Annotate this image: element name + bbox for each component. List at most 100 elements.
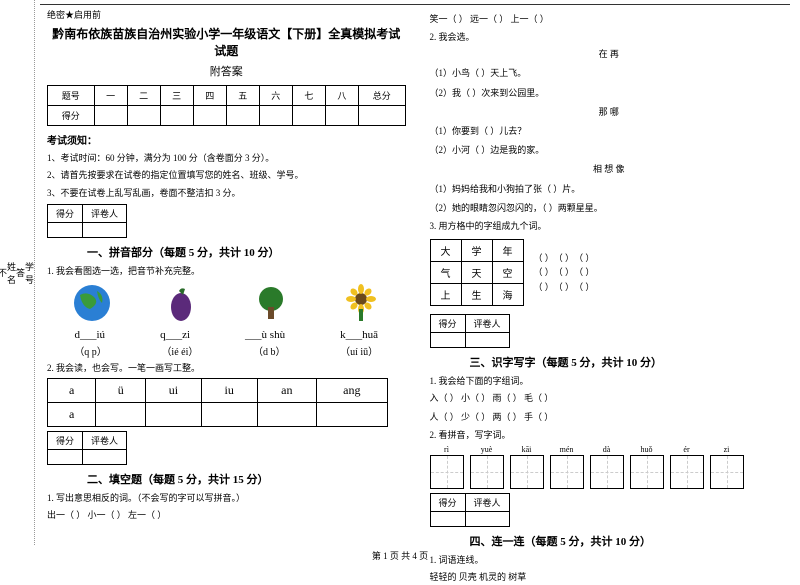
char-grid-row: 大学年 气天空 上生海 （ ） （ ） （ ） （ ） （ ） （ ） （ ） … [430,235,789,310]
score-header: 题号 [48,86,95,106]
pinyin-choice: （q p） [74,343,107,358]
sg-cell[interactable] [430,332,465,347]
pinyin-label: mén [550,445,584,454]
score-cell[interactable] [127,106,160,126]
score-grader-table: 得分评卷人 [47,204,127,238]
write-square[interactable] [470,455,504,489]
bracket: （ ） [558,282,569,292]
score-header: 三 [160,86,193,106]
section-1-title: 一、拼音部分（每题 5 分，共计 10 分） [87,244,406,260]
pinyin-choice: （ié éi） [161,343,198,358]
write-square[interactable] [710,455,744,489]
score-cell[interactable] [160,106,193,126]
pinyin-choice: （uí iū） [340,343,378,358]
sg-cell[interactable] [430,512,465,527]
sidebar-mark: 不 [0,266,7,279]
bracket: （ ） [534,267,550,277]
section-3-title: 三、识字写字（每题 5 分，共计 10 分） [470,354,789,370]
write-cell[interactable] [317,403,388,427]
letter-cell: ü [96,379,146,403]
exam-title: 黔南布依族苗族自治州实验小学一年级语文【下册】全真模拟考试试题 [47,25,406,59]
score-header: 总分 [358,86,405,106]
sg-score: 得分 [48,432,83,450]
write-cell[interactable] [96,403,146,427]
rule-2: 2、请首先按要求在试卷的指定位置填写您的姓名、班级、学号。 [47,168,406,182]
rule-3: 3、不要在试卷上乱写乱画，卷面不整洁扣 3 分。 [47,186,406,200]
tree-icon [251,283,291,323]
score-header: 二 [127,86,160,106]
score-grader-table: 得分评卷人 [430,493,510,527]
word-pair: 在 再 [430,46,789,62]
pinyin-item: ___ù shù [245,329,285,341]
score-cell[interactable] [259,106,292,126]
sg-cell[interactable] [83,450,127,465]
char-cell: 空 [492,261,523,283]
rule-1: 1、考试时间：60 分钟，满分为 100 分（含卷面分 3 分）。 [47,151,406,165]
sg-cell[interactable] [48,450,83,465]
pinyin-box: rì [430,445,464,489]
write-square[interactable] [590,455,624,489]
q2-text: 2. 我会读，也会写。一笔一画写工整。 [47,361,406,374]
pinyin-box: yuè [470,445,504,489]
char-cell: 学 [461,239,492,261]
score-row-label: 得分 [48,106,95,126]
notice-title: 考试须知： [47,132,406,147]
q1-text: 1. 我会看图选一选，把音节补充完整。 [47,264,406,277]
page: 学号 答 姓名 不 班级 内 学校 线 封 乡镇(街道) 密 绝密★启用前 黔南… [0,0,800,545]
fill-line: （1）你要到（ ）儿去？ [430,123,789,139]
earth-icon [72,283,112,323]
pinyin-label: kāi [510,445,544,454]
write-square[interactable] [670,455,704,489]
letter-cell: a [48,379,96,403]
r-q2: 2. 我会选。 [430,30,789,43]
write-square[interactable] [630,455,664,489]
score-cell[interactable] [325,106,358,126]
score-table: 题号 一 二 三 四 五 六 七 八 总分 得分 [47,85,406,126]
sg-grader: 评卷人 [83,432,127,450]
write-cell[interactable] [257,403,316,427]
pinyin-item: k___huā [340,329,378,341]
fill-line: 入（ ） 小（ ） 雨（ ） 毛（ ） [430,390,789,406]
pinyin-box: ér [670,445,704,489]
pinyin-choice: （d b） [253,343,286,358]
write-square[interactable] [510,455,544,489]
write-cell[interactable] [201,403,257,427]
score-header: 四 [193,86,226,106]
score-cell[interactable] [292,106,325,126]
sg-cell[interactable] [465,512,509,527]
score-cell[interactable] [94,106,127,126]
write-square[interactable] [550,455,584,489]
fill-line: （1）小鸟（ ）天上飞。 [430,65,789,81]
fill-line: 人（ ） 少（ ） 两（ ） 手（ ） [430,409,789,425]
sidebar-label: 姓名 [7,260,16,286]
r-q3: 3. 用方格中的字组成九个词。 [430,219,789,232]
bracket: （ ） [558,253,569,263]
word-pair: 那 哪 [430,104,789,120]
binding-sidebar: 学号 答 姓名 不 班级 内 学校 线 封 乡镇(街道) 密 [0,0,35,545]
score-header: 七 [292,86,325,106]
char-grid: 大学年 气天空 上生海 [430,239,524,306]
sg-grader: 评卷人 [83,205,127,223]
score-cell[interactable] [358,106,405,126]
pinyin-item: d___iú [75,329,106,341]
writing-table: a ü ui iu an ang a [47,378,388,427]
eggplant-icon [161,283,201,323]
section-4-title: 四、连一连（每题 5 分，共计 10 分） [470,533,789,549]
secret-label: 绝密★启用前 [47,8,406,21]
score-cell[interactable] [226,106,259,126]
write-cell[interactable] [146,403,202,427]
write-square[interactable] [430,455,464,489]
score-grader-table: 得分评卷人 [430,314,510,348]
content-columns: 绝密★启用前 黔南布依族苗族自治州实验小学一年级语文【下册】全真模拟考试试题 附… [35,0,800,545]
char-cell: 海 [492,283,523,305]
pinyin-box: zi [710,445,744,489]
left-column: 绝密★启用前 黔南布依族苗族自治州实验小学一年级语文【下册】全真模拟考试试题 附… [35,0,418,545]
sg-cell[interactable] [83,223,127,238]
score-header: 一 [94,86,127,106]
bracket: （ ） [558,267,569,277]
bracket: （ ） [534,282,550,292]
bracket: （ ） [579,267,595,277]
score-cell[interactable] [193,106,226,126]
sg-cell[interactable] [48,223,83,238]
sg-cell[interactable] [465,332,509,347]
